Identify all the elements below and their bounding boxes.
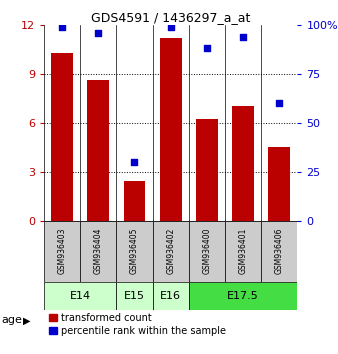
Text: ▶: ▶ <box>23 315 30 325</box>
Bar <box>80 221 116 282</box>
Bar <box>225 221 261 282</box>
Bar <box>189 282 297 310</box>
Point <box>96 30 101 35</box>
Bar <box>152 221 189 282</box>
Bar <box>44 282 116 310</box>
Bar <box>232 106 254 221</box>
Text: E16: E16 <box>160 291 181 301</box>
Bar <box>160 38 182 221</box>
Text: GSM936405: GSM936405 <box>130 228 139 274</box>
Bar <box>88 80 109 221</box>
Point <box>240 34 246 39</box>
Text: GSM936404: GSM936404 <box>94 228 103 274</box>
Text: GSM936401: GSM936401 <box>239 228 248 274</box>
Point <box>204 45 210 51</box>
Bar <box>124 181 145 221</box>
Point <box>132 159 137 165</box>
Text: GSM936402: GSM936402 <box>166 228 175 274</box>
Text: E15: E15 <box>124 291 145 301</box>
Text: E17.5: E17.5 <box>227 291 259 301</box>
Bar <box>268 147 290 221</box>
Bar <box>116 282 152 310</box>
Text: E14: E14 <box>70 291 91 301</box>
Text: GSM936406: GSM936406 <box>275 228 284 274</box>
Bar <box>116 221 152 282</box>
Text: GSM936403: GSM936403 <box>57 228 67 274</box>
Bar <box>196 119 218 221</box>
Point <box>59 24 65 30</box>
Bar <box>261 221 297 282</box>
Text: age: age <box>2 315 23 325</box>
Legend: transformed count, percentile rank within the sample: transformed count, percentile rank withi… <box>49 313 226 336</box>
Bar <box>189 221 225 282</box>
Point <box>276 100 282 106</box>
Bar <box>51 52 73 221</box>
Bar <box>152 282 189 310</box>
Point <box>168 24 173 30</box>
Bar <box>44 221 80 282</box>
Title: GDS4591 / 1436297_a_at: GDS4591 / 1436297_a_at <box>91 11 250 24</box>
Text: GSM936400: GSM936400 <box>202 228 211 274</box>
